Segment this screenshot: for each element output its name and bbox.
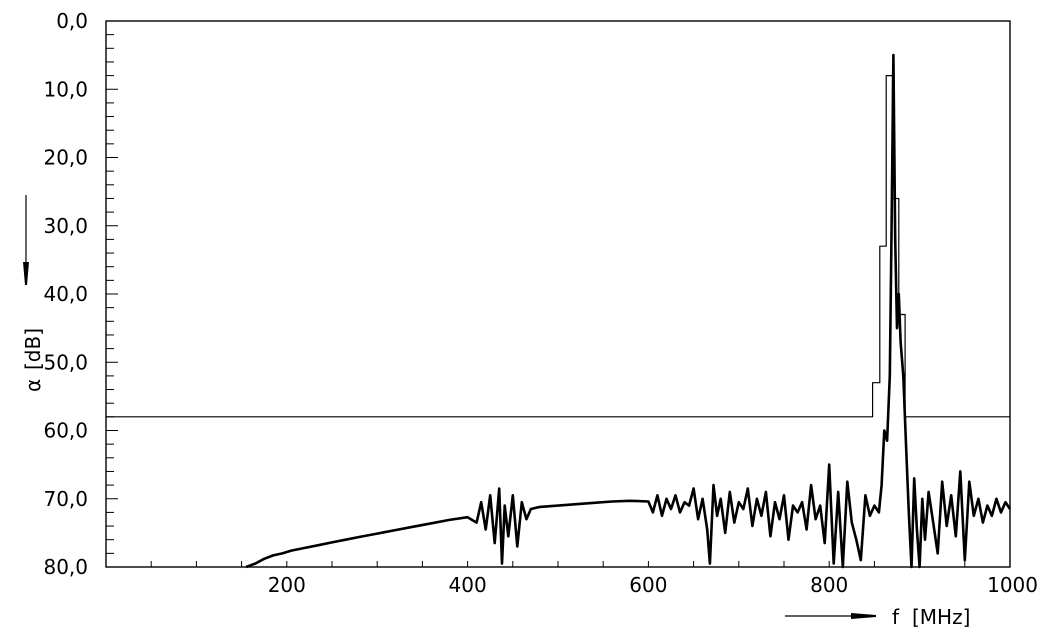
x-axis-symbol: f (892, 605, 900, 629)
y-tick-label: 10,0 (43, 77, 88, 101)
x-tick-label: 200 (268, 573, 306, 597)
y-axis-symbol: α (21, 379, 45, 392)
x-tick-label: 600 (629, 573, 667, 597)
y-tick-label: 70,0 (43, 487, 88, 511)
y-tick-label: 80,0 (43, 555, 88, 579)
x-tick-label: 800 (810, 573, 848, 597)
series-layer (106, 53, 1012, 569)
y-tick-label: 40,0 (43, 282, 88, 306)
x-tick-label: 1000 (987, 573, 1038, 597)
y-axis-direction-arrow (23, 195, 29, 285)
x-tick-label: 400 (449, 573, 487, 597)
y-tick-label: 50,0 (43, 350, 88, 374)
plot-frame (105, 20, 1011, 568)
x-axis-unit: [MHz] (912, 605, 970, 629)
y-tick-label: 60,0 (43, 419, 88, 443)
x-axis-ticks: 200 400 600 800 1000 (150, 561, 1038, 597)
y-axis-title: α [dB] (21, 328, 45, 392)
y-tick-label: 0,0 (56, 9, 88, 33)
y-axis-ticks: 0,0 10,0 20,0 30,0 40,0 50,0 60,0 70,0 80,0 (43, 9, 118, 579)
tolerance-mask-line (106, 74, 1010, 418)
x-axis-direction-arrow (785, 613, 876, 619)
y-axis-unit: [dB] (21, 328, 45, 370)
y-tick-label: 20,0 (43, 146, 88, 170)
measured-response-line (245, 53, 1012, 569)
y-tick-label: 30,0 (43, 214, 88, 238)
